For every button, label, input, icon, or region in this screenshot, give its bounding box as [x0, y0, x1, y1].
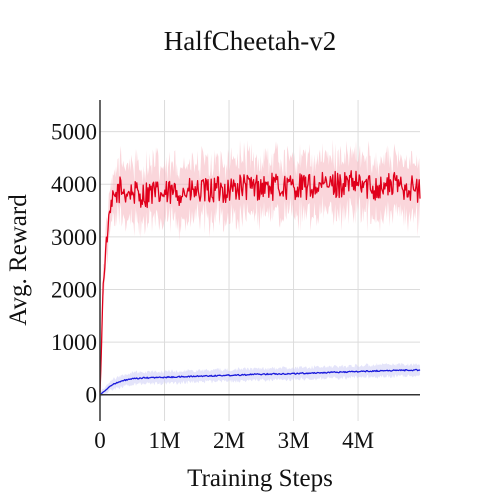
confidence-band-0	[100, 139, 420, 406]
y-tick-label: 4000	[51, 172, 97, 197]
axes	[99, 100, 420, 421]
x-tick-label: 3M	[278, 428, 310, 453]
y-tick-label: 0	[86, 383, 98, 408]
y-tick-label: 3000	[51, 225, 97, 250]
x-tick-label: 0	[94, 428, 106, 453]
series-line-0	[99, 170, 421, 393]
x-tick-label: 1M	[149, 428, 181, 453]
y-tick-label: 1000	[51, 330, 97, 355]
confidence-band-1	[100, 362, 420, 399]
y-axis-label: Avg. Reward	[5, 194, 32, 326]
series-lines	[99, 170, 421, 396]
x-tick-label: 2M	[213, 428, 245, 453]
y-tick-label: 5000	[51, 120, 97, 145]
x-axis-label: Training Steps	[187, 465, 333, 492]
tick-labels: 0 1M 2M 3M 4M 0 1000 2000 3000 4000 5000	[51, 120, 374, 453]
x-tick-label: 4M	[342, 428, 374, 453]
y-tick-label: 2000	[51, 277, 97, 302]
series-line-1	[99, 368, 421, 396]
chart-title: HalfCheetah-v2	[164, 26, 336, 56]
confidence-bands	[100, 139, 420, 406]
